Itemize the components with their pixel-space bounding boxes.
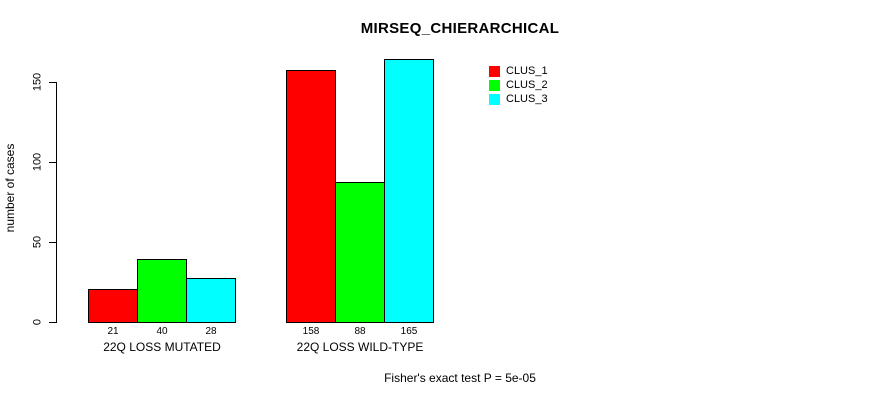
legend-label: CLUS_2 xyxy=(506,79,548,91)
bar-clus_1-group1 xyxy=(88,289,138,323)
bar-value-label: 88 xyxy=(354,326,366,337)
bar-value-label: 21 xyxy=(107,326,119,337)
legend: CLUS_1 CLUS_2 CLUS_3 xyxy=(489,66,548,105)
bar-clus_3-group1 xyxy=(186,278,236,323)
y-tick-label: 150 xyxy=(31,72,44,92)
y-tick-mark xyxy=(49,322,56,323)
bar-value-label: 40 xyxy=(156,326,168,337)
legend-swatch-icon xyxy=(489,80,500,91)
legend-label: CLUS_3 xyxy=(506,93,548,105)
bar-clus_3-group2 xyxy=(384,59,434,323)
annotation-text: Fisher's exact test P = 5e-05 xyxy=(384,371,536,385)
y-tick-label: 0 xyxy=(31,318,44,326)
legend-item-clus_3: CLUS_3 xyxy=(489,94,548,105)
y-tick-mark xyxy=(49,82,56,83)
bar-value-label: 165 xyxy=(400,326,418,337)
bar-value-label: 28 xyxy=(205,326,217,337)
y-tick-label: 100 xyxy=(31,152,44,172)
bar-clus_2-group1 xyxy=(137,259,187,323)
legend-item-clus_2: CLUS_2 xyxy=(489,80,548,91)
y-tick-label: 50 xyxy=(31,235,44,249)
legend-swatch-icon xyxy=(489,66,500,77)
y-tick-mark xyxy=(49,162,56,163)
y-tick-mark xyxy=(49,242,56,243)
x-category-label: 22Q LOSS MUTATED xyxy=(103,340,221,354)
bar-clus_2-group2 xyxy=(335,182,385,323)
legend-label: CLUS_1 xyxy=(506,65,548,77)
bar-clus_1-group2 xyxy=(286,70,336,323)
legend-swatch-icon xyxy=(489,94,500,105)
x-category-label: 22Q LOSS WILD-TYPE xyxy=(296,340,424,354)
y-axis-line xyxy=(56,82,57,323)
legend-item-clus_1: CLUS_1 xyxy=(489,66,548,77)
y-axis-label: number of cases xyxy=(3,143,17,233)
bar-value-label: 158 xyxy=(302,326,320,337)
chart-title: MIRSEQ_CHIERARCHICAL xyxy=(360,20,560,37)
